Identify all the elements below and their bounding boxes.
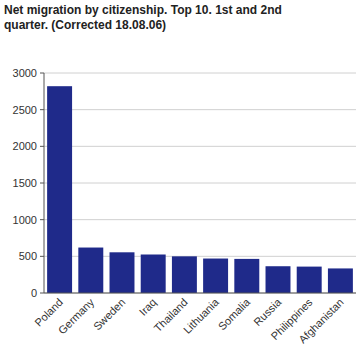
- grid-line: [44, 183, 356, 184]
- grid-line: [44, 146, 356, 147]
- grid-line: [44, 219, 356, 220]
- category-label: Afghanistan: [296, 296, 346, 346]
- bar: [328, 268, 353, 293]
- tick-mark: [40, 73, 44, 74]
- bar: [47, 86, 72, 293]
- x-axis: [44, 293, 356, 294]
- tick-mark: [40, 146, 44, 147]
- chart: 050010001500200025003000PolandGermanySwe…: [0, 0, 363, 357]
- title: Net migration by citizenship. Top 10. 1s…: [4, 3, 289, 33]
- category-label: Lithuania: [181, 295, 222, 336]
- category-label: Sweden: [91, 296, 128, 333]
- tick-mark: [40, 183, 44, 184]
- page: {"chart_data": {"type": "bar", "title": …: [0, 0, 363, 357]
- category-label: Somalia: [216, 295, 253, 332]
- tick-mark: [40, 219, 44, 220]
- tick-label: 2500: [13, 104, 37, 116]
- tick-label: 1000: [13, 214, 37, 226]
- bar: [172, 256, 197, 293]
- bar: [297, 267, 322, 293]
- bar: [78, 248, 103, 293]
- grid-line: [44, 293, 356, 294]
- tick-mark: [40, 109, 44, 110]
- tick-mark: [40, 293, 44, 294]
- tick-mark: [40, 256, 44, 257]
- bar: [234, 259, 259, 293]
- bar: [141, 255, 166, 294]
- tick-label: 2000: [13, 140, 37, 152]
- category-label: Germany: [56, 296, 97, 337]
- tick-label: 3000: [13, 67, 37, 79]
- grid-line: [44, 73, 356, 74]
- bar: [110, 252, 135, 293]
- tick-label: 1500: [13, 177, 37, 189]
- tick-label: 500: [19, 250, 37, 262]
- grid-line: [44, 109, 356, 110]
- tick-label: 0: [31, 287, 37, 299]
- category-label: Iraq: [137, 296, 159, 318]
- bars: [47, 86, 353, 293]
- bar: [203, 259, 228, 293]
- bar: [266, 266, 291, 293]
- y-axis: [44, 73, 45, 293]
